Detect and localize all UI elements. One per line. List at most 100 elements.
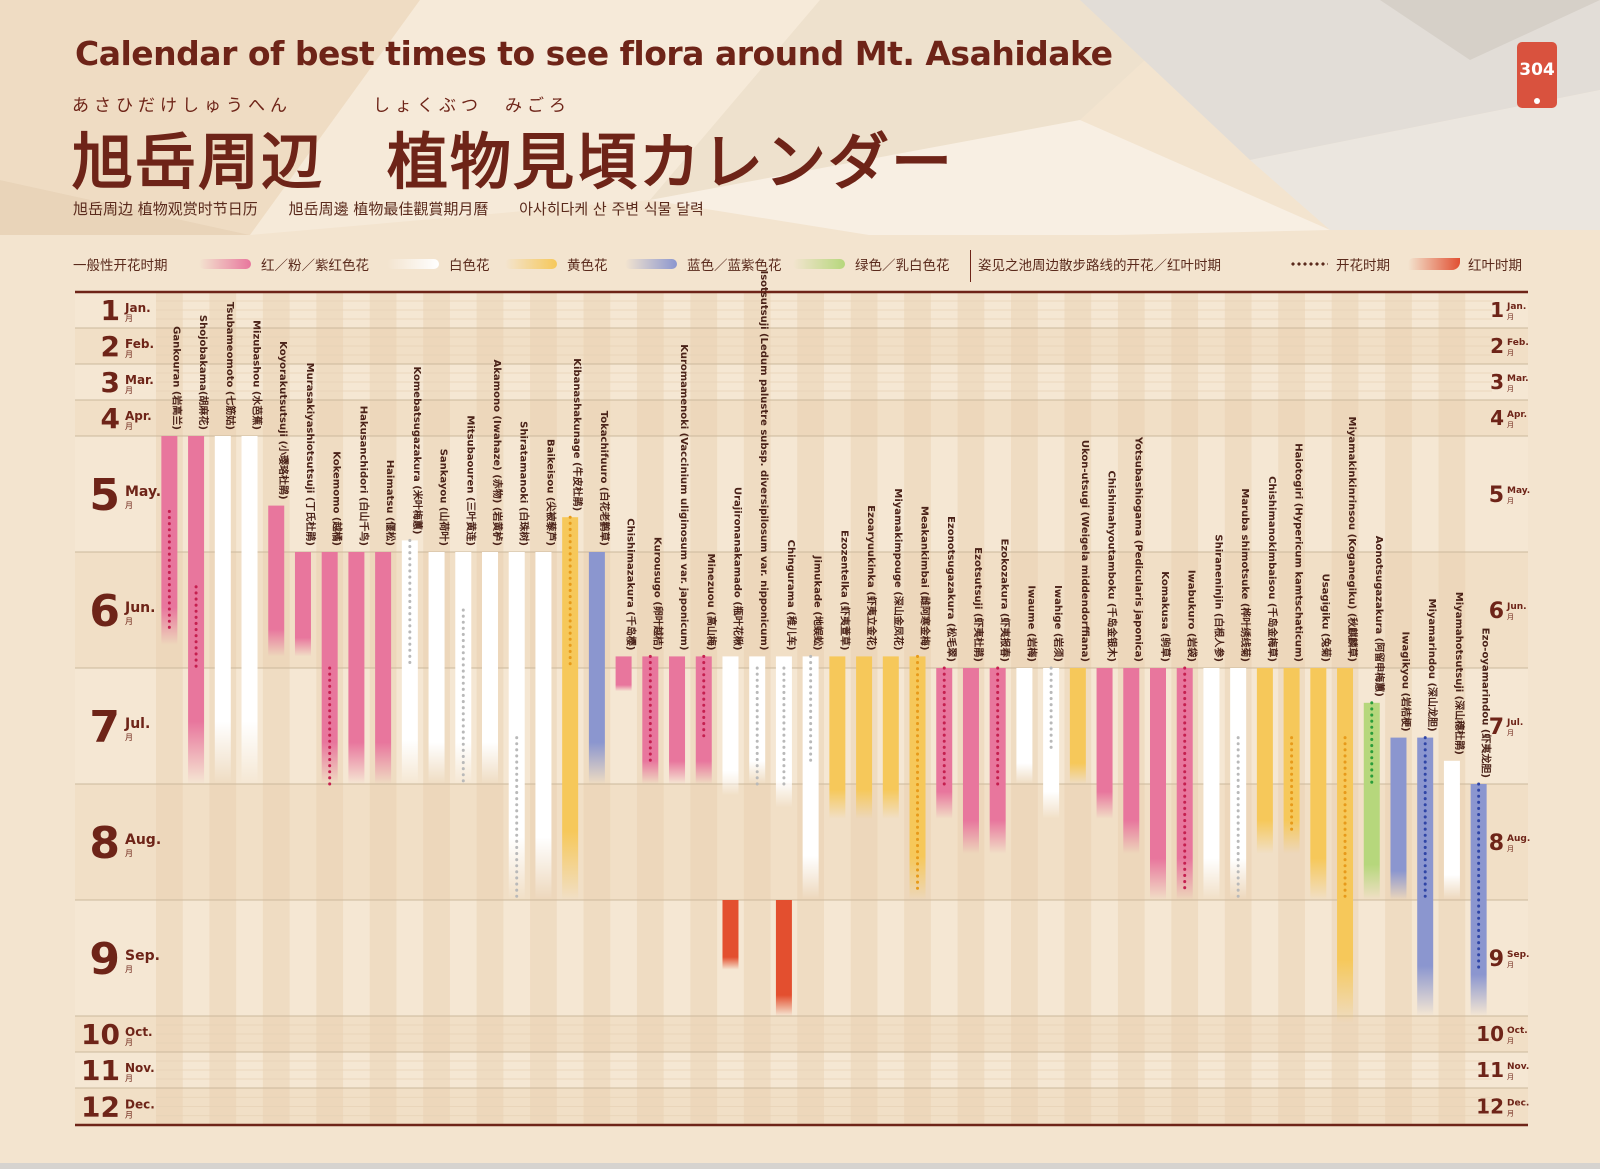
month-name-right: Mar.	[1507, 374, 1529, 384]
month-name-right: Apr.	[1507, 410, 1527, 420]
plant-name-label: Hakusanchidori (白山千鸟)	[357, 406, 370, 546]
flower-icon	[387, 259, 439, 269]
plant-name-label: Shiraneninjin (白根人参)	[1212, 534, 1225, 662]
month-name-right: Sep.	[1507, 950, 1529, 960]
bloom-bar	[749, 656, 766, 784]
plant-name-label: Usagigiku (兔菊)	[1319, 574, 1332, 662]
plant-name-label: Sankayou (山荷叶)	[438, 449, 451, 546]
bloom-bar	[294, 552, 311, 657]
plant-name-label: Baikeisou (尖被藜芦)	[544, 439, 557, 546]
plant-name-label: Minezuou (高山梅)	[705, 554, 718, 651]
bloom-bar	[428, 552, 445, 784]
plant-name-label: Isotsutsuji (Ledum palustre subsp. diver…	[758, 270, 769, 650]
month-number-left: 3	[101, 366, 120, 399]
month-kanji-left: 月	[125, 965, 133, 974]
plant-name-label: Kibanashakunage (牛皮杜鹃)	[571, 358, 584, 511]
month-number-left: 8	[89, 818, 120, 869]
dotted-line-icon	[1290, 262, 1328, 266]
legend-green: 绿色／乳白色花	[793, 254, 950, 274]
bloom-bar	[829, 656, 846, 819]
bloom-bar	[268, 505, 285, 657]
month-kanji-right: 月	[1507, 313, 1514, 321]
month-name-left: Jan.	[124, 301, 151, 315]
month-name-left: Aug.	[125, 832, 161, 848]
plant-name-label: Haimatsu (偃松)	[384, 460, 397, 546]
month-number-right: 12	[1476, 1095, 1504, 1119]
plant-name-label: Miyamakinkinrinsou (Koganegiku) (秋麒麟草)	[1346, 417, 1359, 662]
bloom-bar	[695, 656, 712, 784]
month-name-right: Jul.	[1506, 718, 1523, 728]
bloom-bar	[615, 656, 632, 692]
month-kanji-right: 月	[1507, 1073, 1514, 1081]
month-row-band	[75, 552, 1528, 668]
plant-name-label: Kuromamenoki (Vaccinium uliginosum var. …	[678, 344, 689, 650]
plant-name-label: Urajironanakamado (瓶叶花楸)	[731, 487, 744, 650]
bloom-bar	[1390, 737, 1407, 900]
month-row-band	[75, 900, 1528, 1016]
month-number-right: 7	[1489, 715, 1504, 740]
legend-divider	[970, 250, 971, 282]
title-furigana-1: あさひだけしゅうへん	[72, 96, 292, 116]
bloom-bar	[241, 436, 258, 784]
plant-name-label: Shojobakama(胡麻花)	[197, 315, 210, 430]
month-number-left: 12	[81, 1091, 120, 1124]
month-name-right: Jan.	[1506, 302, 1526, 312]
month-name-left: May.	[125, 484, 161, 500]
month-kanji-right: 月	[1507, 845, 1514, 853]
bloom-bar	[936, 668, 953, 819]
title-english: Calendar of best times to see flora arou…	[75, 34, 1113, 73]
plant-column-band	[262, 292, 290, 1125]
plant-name-label: Ezozentelka (虾夷萱草)	[838, 530, 851, 650]
bloom-bar	[882, 656, 899, 819]
flower-icon	[199, 259, 251, 269]
flower-icon	[625, 259, 677, 269]
month-name-left: Jul.	[124, 716, 150, 732]
bloom-bar	[1230, 668, 1247, 900]
plant-name-label: Yotsubashiogama (Pedicularis japonica)	[1132, 436, 1143, 662]
bloom-bar	[962, 668, 979, 854]
month-number-right: 6	[1489, 599, 1504, 624]
month-row-band	[75, 400, 1528, 436]
title-japanese: 旭岳周辺 植物見頃カレンダー	[72, 127, 955, 198]
plant-name-label: Ezoaryuukinka (虾夷立金花)	[865, 505, 878, 650]
bloom-bar	[482, 552, 498, 784]
month-row-band	[75, 436, 1528, 552]
plant-column-band	[156, 292, 183, 1125]
plant-name-label: Miyamahotsutsuji (深山穗杜鹃)	[1453, 592, 1466, 755]
plant-name-label: Tokachifuuro (白花老鹳草)	[598, 411, 611, 546]
plant-name-label: Chishimanokimbaisou (千岛金梅草)	[1266, 476, 1279, 662]
bloom-bar	[669, 656, 686, 784]
bloom-bar	[642, 656, 659, 784]
month-name-right: Nov.	[1507, 1062, 1529, 1072]
plant-name-label: Tsubameomoto (七筋姑)	[224, 302, 237, 430]
plant-name-label: Komakusa (驹草)	[1159, 571, 1172, 662]
month-kanji-left: 月	[125, 1038, 133, 1047]
page-badge-phone-icon: 304	[1517, 42, 1557, 108]
month-number-left: 7	[89, 702, 120, 753]
plant-name-label: Mitsubaouren (三叶黄连)	[464, 415, 477, 546]
month-number-left: 11	[81, 1054, 120, 1087]
bloom-bar	[1043, 668, 1060, 819]
subtitles: 旭岳周边 植物观赏时节日历 旭岳周邊 植物最佳觀賞期月曆 아사히다케 산 주변 …	[73, 198, 730, 219]
bloom-bar	[1363, 702, 1380, 900]
month-kanji-left: 月	[125, 617, 133, 626]
month-kanji-right: 月	[1507, 1037, 1514, 1045]
bloom-bar	[214, 436, 231, 784]
month-name-left: Feb.	[125, 337, 154, 351]
autumn-foliage-bar	[722, 900, 739, 970]
bloom-bar	[1256, 668, 1273, 854]
bloom-bar	[1443, 760, 1460, 900]
plant-name-label: Miyamarindou (深山龙胆)	[1426, 599, 1439, 732]
month-kanji-left: 月	[125, 501, 133, 510]
plant-name-label: Chingurama (稚儿车)	[785, 540, 798, 651]
plant-name-label: Aonotsugazakura (阿留申梅蕙)	[1373, 536, 1386, 697]
flower-icon	[505, 259, 557, 269]
month-kanji-left: 月	[125, 386, 133, 395]
plant-name-label: Gankouran (岩高兰)	[170, 326, 183, 430]
bloom-bar	[1069, 668, 1086, 784]
bloom-bar	[1150, 668, 1166, 900]
month-name-right: Dec.	[1507, 1099, 1529, 1109]
month-kanji-left: 月	[125, 849, 133, 858]
